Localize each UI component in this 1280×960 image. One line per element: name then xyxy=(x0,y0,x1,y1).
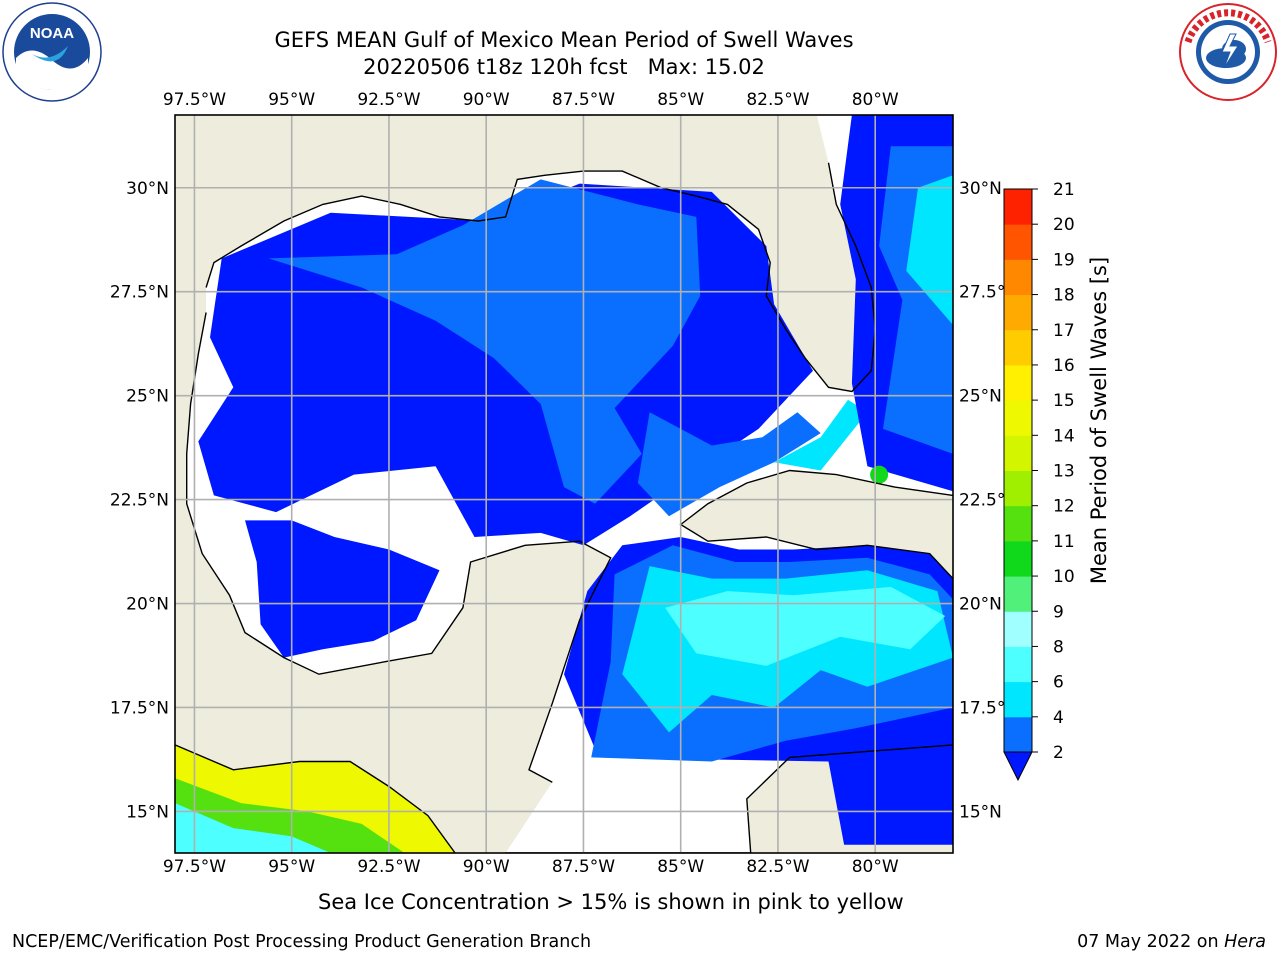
map-tick-labels: 97.5°W 97.5°W 95°W 95°W 92.5°W 92.5°W 90°W 90°W… xyxy=(110,90,1018,877)
coastline-cuba xyxy=(505,469,953,853)
lat-label-right: 27.5°N xyxy=(959,283,1018,303)
lon-label-bottom: 82.5°W xyxy=(746,857,809,877)
field-se-gulf xyxy=(637,412,821,517)
field-bay-of-campeche xyxy=(245,520,440,658)
colorbar-segment xyxy=(1004,189,1032,225)
lat-label-left: 25°N xyxy=(126,387,169,407)
lon-label-bottom: 90°W xyxy=(463,857,510,877)
colorbar-segment xyxy=(1004,681,1032,718)
map-frame xyxy=(174,114,954,854)
lat-label-right: 20°N xyxy=(959,595,1002,615)
colorbar-tick-label: 11 xyxy=(1053,532,1075,552)
colorbar-tick-label: 4 xyxy=(1053,708,1064,728)
colorbar-segment xyxy=(1004,716,1032,753)
colorbar-tick-label: 14 xyxy=(1053,426,1075,446)
colorbar-tick-label: 6 xyxy=(1053,673,1064,693)
colorbar-segment xyxy=(1004,400,1032,436)
chart-subtitle: 20220506 t18z 120h fcst Max: 15.02 xyxy=(363,55,765,79)
lat-label-right: 15°N xyxy=(959,802,1002,822)
colorbar-tick-label: 15 xyxy=(1053,391,1075,411)
lat-label-right: 25°N xyxy=(959,387,1002,407)
map-plot-area xyxy=(174,114,954,854)
lat-label-left: 30°N xyxy=(126,179,169,199)
colorbar-segment xyxy=(1004,329,1032,366)
coastline-north xyxy=(205,162,876,393)
colorbar-tick-label: 17 xyxy=(1053,321,1075,341)
lon-label-bottom: 87.5°W xyxy=(552,857,615,877)
lat-label-left: 22.5°N xyxy=(110,491,169,511)
lon-label-top: 97.5°W xyxy=(163,90,226,110)
colorbar-segment xyxy=(1004,435,1032,471)
colorbar-tick-label: 12 xyxy=(1053,497,1075,517)
colorbar-tick-label: 20 xyxy=(1053,215,1075,235)
colorbar-segment xyxy=(1004,540,1032,577)
colorbar-extend-low xyxy=(1003,751,1033,782)
lon-label-bottom: 97.5°W xyxy=(163,857,226,877)
lat-label-left: 15°N xyxy=(126,802,169,822)
colorbar-tick-label: 10 xyxy=(1053,567,1075,587)
colorbar-segment xyxy=(1004,576,1032,612)
lat-label-left: 17.5°N xyxy=(110,698,169,718)
lon-label-top: 85°W xyxy=(657,90,704,110)
colorbar-title: Mean Period of Swell Waves [s] xyxy=(1087,257,1111,584)
colorbar-tick-label: 8 xyxy=(1053,637,1064,657)
lon-label-top: 95°W xyxy=(268,90,315,110)
lon-label-top: 87.5°W xyxy=(552,90,615,110)
footer-credit: NCEP/EMC/Verification Post Processing Pr… xyxy=(12,932,592,952)
chart-title: GEFS MEAN Gulf of Mexico Mean Period of … xyxy=(274,28,854,52)
lon-label-top: 90°W xyxy=(463,90,510,110)
colorbar-tick-label: 9 xyxy=(1053,602,1064,622)
lon-label-top: 80°W xyxy=(852,90,899,110)
coastline-mexico xyxy=(185,312,612,783)
lon-label-bottom: 95°W xyxy=(268,857,315,877)
colorbar-tick-label: 16 xyxy=(1053,356,1075,376)
lon-label-top: 92.5°W xyxy=(357,90,420,110)
colorbar: 2 4 6 8 9 10 11 12 13 14 15 16 17 18 19 20 21 Mean Period… xyxy=(1003,180,1111,782)
lat-label-left: 20°N xyxy=(126,595,169,615)
coastline-pacific xyxy=(175,744,456,853)
field-atlantic-band xyxy=(906,175,953,325)
colorbar-tick-label: 2 xyxy=(1053,743,1064,763)
sea-ice-note: Sea Ice Concentration > 15% is shown in … xyxy=(318,890,904,914)
lat-label-right: 22.5°N xyxy=(959,491,1018,511)
colorbar-segment xyxy=(1004,294,1032,331)
lat-label-right: 30°N xyxy=(959,179,1002,199)
colorbar-segment xyxy=(1004,611,1032,647)
colorbar-tick-label: 13 xyxy=(1053,462,1075,482)
nws-logo xyxy=(1179,3,1277,101)
svg-text:NOAA: NOAA xyxy=(30,25,74,42)
field-central-gulf xyxy=(268,179,701,504)
lon-label-bottom: 85°W xyxy=(657,857,704,877)
lat-label-left: 27.5°N xyxy=(110,283,169,303)
field-swell-max xyxy=(870,465,889,484)
colorbar-segment xyxy=(1004,505,1032,542)
colorbar-segment xyxy=(1004,470,1032,507)
footer-date: 07 May 2022 on Hera xyxy=(1077,932,1266,952)
footer-host: Hera xyxy=(1224,932,1266,952)
footer-date-text: 07 May 2022 on xyxy=(1077,932,1225,952)
colorbar-tick-label: 21 xyxy=(1053,180,1075,200)
colorbar-tick-label: 18 xyxy=(1053,286,1075,306)
colorbar-tick-label: 19 xyxy=(1053,250,1075,270)
lon-label-top: 82.5°W xyxy=(746,90,809,110)
colorbar-segment xyxy=(1004,364,1032,401)
lon-label-bottom: 80°W xyxy=(852,857,899,877)
noaa-logo: NOAA xyxy=(2,2,102,102)
field-florida-straits xyxy=(774,399,868,471)
colorbar-segment xyxy=(1004,224,1032,260)
colorbar-segment xyxy=(1004,259,1032,296)
lon-label-bottom: 92.5°W xyxy=(357,857,420,877)
colorbar-segment xyxy=(1004,646,1032,683)
lat-label-right: 17.5°N xyxy=(959,698,1018,718)
